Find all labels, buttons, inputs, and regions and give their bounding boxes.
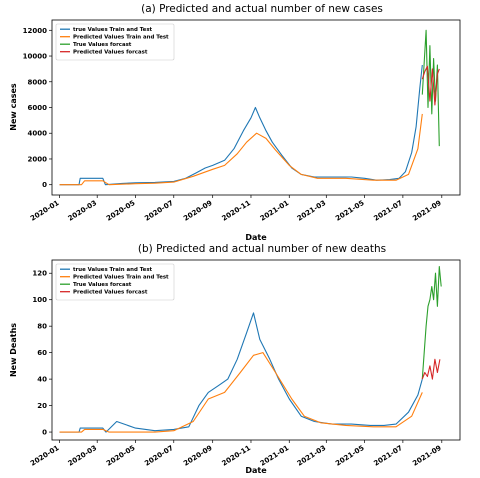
cases-legend-box	[55, 23, 175, 61]
deaths-x-tick-label: 2021-09	[411, 444, 443, 468]
cases-x-tick-label: 2021-07	[372, 199, 404, 223]
cases-x-tick-label: 2021-05	[334, 199, 366, 223]
deaths-y-tick-label: 80	[37, 323, 47, 331]
cases-legend-entry: true Values Train and Test	[73, 27, 153, 33]
cases-y-tick-label: 6000	[28, 104, 48, 112]
deaths-series-line-0	[59, 312, 423, 433]
cases-series-line-3	[421, 65, 440, 106]
cases-y-tick-label: 12000	[23, 27, 47, 35]
deaths-legend-box	[55, 263, 175, 301]
cases-y-axis: 0 2000 4000 6000 8000 10000 12000	[23, 27, 52, 189]
deaths-y-tick-label: 60	[37, 349, 47, 357]
deaths-legend-entry: true Values Train and Test	[73, 267, 153, 273]
deaths-y-tick-label: 100	[32, 296, 47, 304]
cases-x-tick-label: 2020-11	[221, 199, 253, 223]
deaths-legend-entry: Predicted Values Train and Test	[73, 275, 169, 281]
cases-y-label: New cases	[9, 83, 18, 131]
cases-y-tick-label: 10000	[23, 53, 47, 61]
cases-x-tick-label: 2020-01	[29, 199, 61, 223]
deaths-y-tick-label: 0	[42, 429, 47, 437]
deaths-y-tick-label: 120	[32, 270, 47, 278]
deaths-x-tick-label: 2020-05	[105, 444, 137, 468]
deaths-x-tick-label: 2020-07	[143, 444, 175, 468]
cases-y-tick-label: 4000	[28, 130, 48, 138]
cases-x-label: Date	[245, 233, 267, 242]
cases-x-tick-label: 2021-01	[259, 199, 291, 223]
cases-y-tick-label: 0	[42, 181, 47, 189]
deaths-series-line-1	[59, 352, 423, 433]
deaths-legend-entry: Predicted Values forcast	[73, 290, 148, 296]
deaths-y-axis: 0 20 40 60 80 100 120	[32, 270, 52, 437]
cases-x-tick-label: 2020-09	[182, 199, 214, 223]
deaths-x-tick-label: 2020-11	[221, 444, 253, 468]
cases-series-line-0	[59, 64, 423, 186]
cases-x-tick-label: 2021-03	[296, 199, 328, 223]
cases-legend-entry: True Values forcast	[73, 42, 132, 48]
cases-legend: true Values Train and Test Predicted Valu…	[55, 23, 175, 61]
cases-x-tick-label: 2020-07	[143, 199, 175, 223]
cases-x-tick-label: 2021-09	[411, 199, 443, 223]
deaths-x-tick-label: 2020-01	[29, 444, 61, 468]
cases-y-tick-label: 2000	[28, 155, 48, 163]
deaths-x-tick-label: 2021-03	[296, 444, 328, 468]
cases-legend-entry: Predicted Values forcast	[73, 50, 148, 56]
deaths-y-label: New Deaths	[9, 323, 18, 377]
deaths-series-line-3	[421, 358, 441, 380]
deaths-x-tick-label: 2021-05	[334, 444, 366, 468]
cases-series-line-1	[59, 113, 423, 186]
deaths-y-tick-label: 20	[37, 402, 47, 410]
deaths-x-tick-label: 2021-07	[372, 444, 404, 468]
cases-chart-title: (a) Predicted and actual number of new c…	[141, 3, 383, 15]
cases-chart: (a) Predicted and actual number of new c…	[9, 3, 461, 242]
deaths-x-tick-label: 2021-01	[259, 444, 291, 468]
cases-x-axis: 2020-01 2020-03 2020-05 2020-07 2020-09 2020-…	[29, 195, 443, 223]
deaths-x-tick-label: 2020-09	[182, 444, 214, 468]
cases-legend-entry: Predicted Values Train and Test	[73, 35, 169, 41]
deaths-x-label: Date	[245, 466, 267, 475]
cases-y-tick-label: 8000	[28, 78, 48, 86]
cases-x-tick-label: 2020-05	[105, 199, 137, 223]
cases-x-tick-label: 2020-03	[67, 199, 99, 223]
deaths-chart: (b) Predicted and actual number of new d…	[9, 243, 461, 475]
deaths-x-axis: 2020-01 2020-03 2020-05 2020-07 2020-09 2020-…	[29, 440, 443, 468]
deaths-plot-frame	[51, 259, 461, 441]
deaths-legend: true Values Train and Test Predicted Valu…	[55, 263, 175, 301]
deaths-series-layer	[59, 266, 442, 433]
deaths-x-tick-label: 2020-03	[67, 444, 99, 468]
deaths-chart-title: (b) Predicted and actual number of new d…	[138, 243, 386, 255]
deaths-y-tick-label: 40	[37, 376, 47, 384]
deaths-series-line-2	[421, 266, 442, 380]
deaths-legend-entry: True Values forcast	[73, 282, 132, 288]
cases-series-layer	[59, 29, 440, 186]
